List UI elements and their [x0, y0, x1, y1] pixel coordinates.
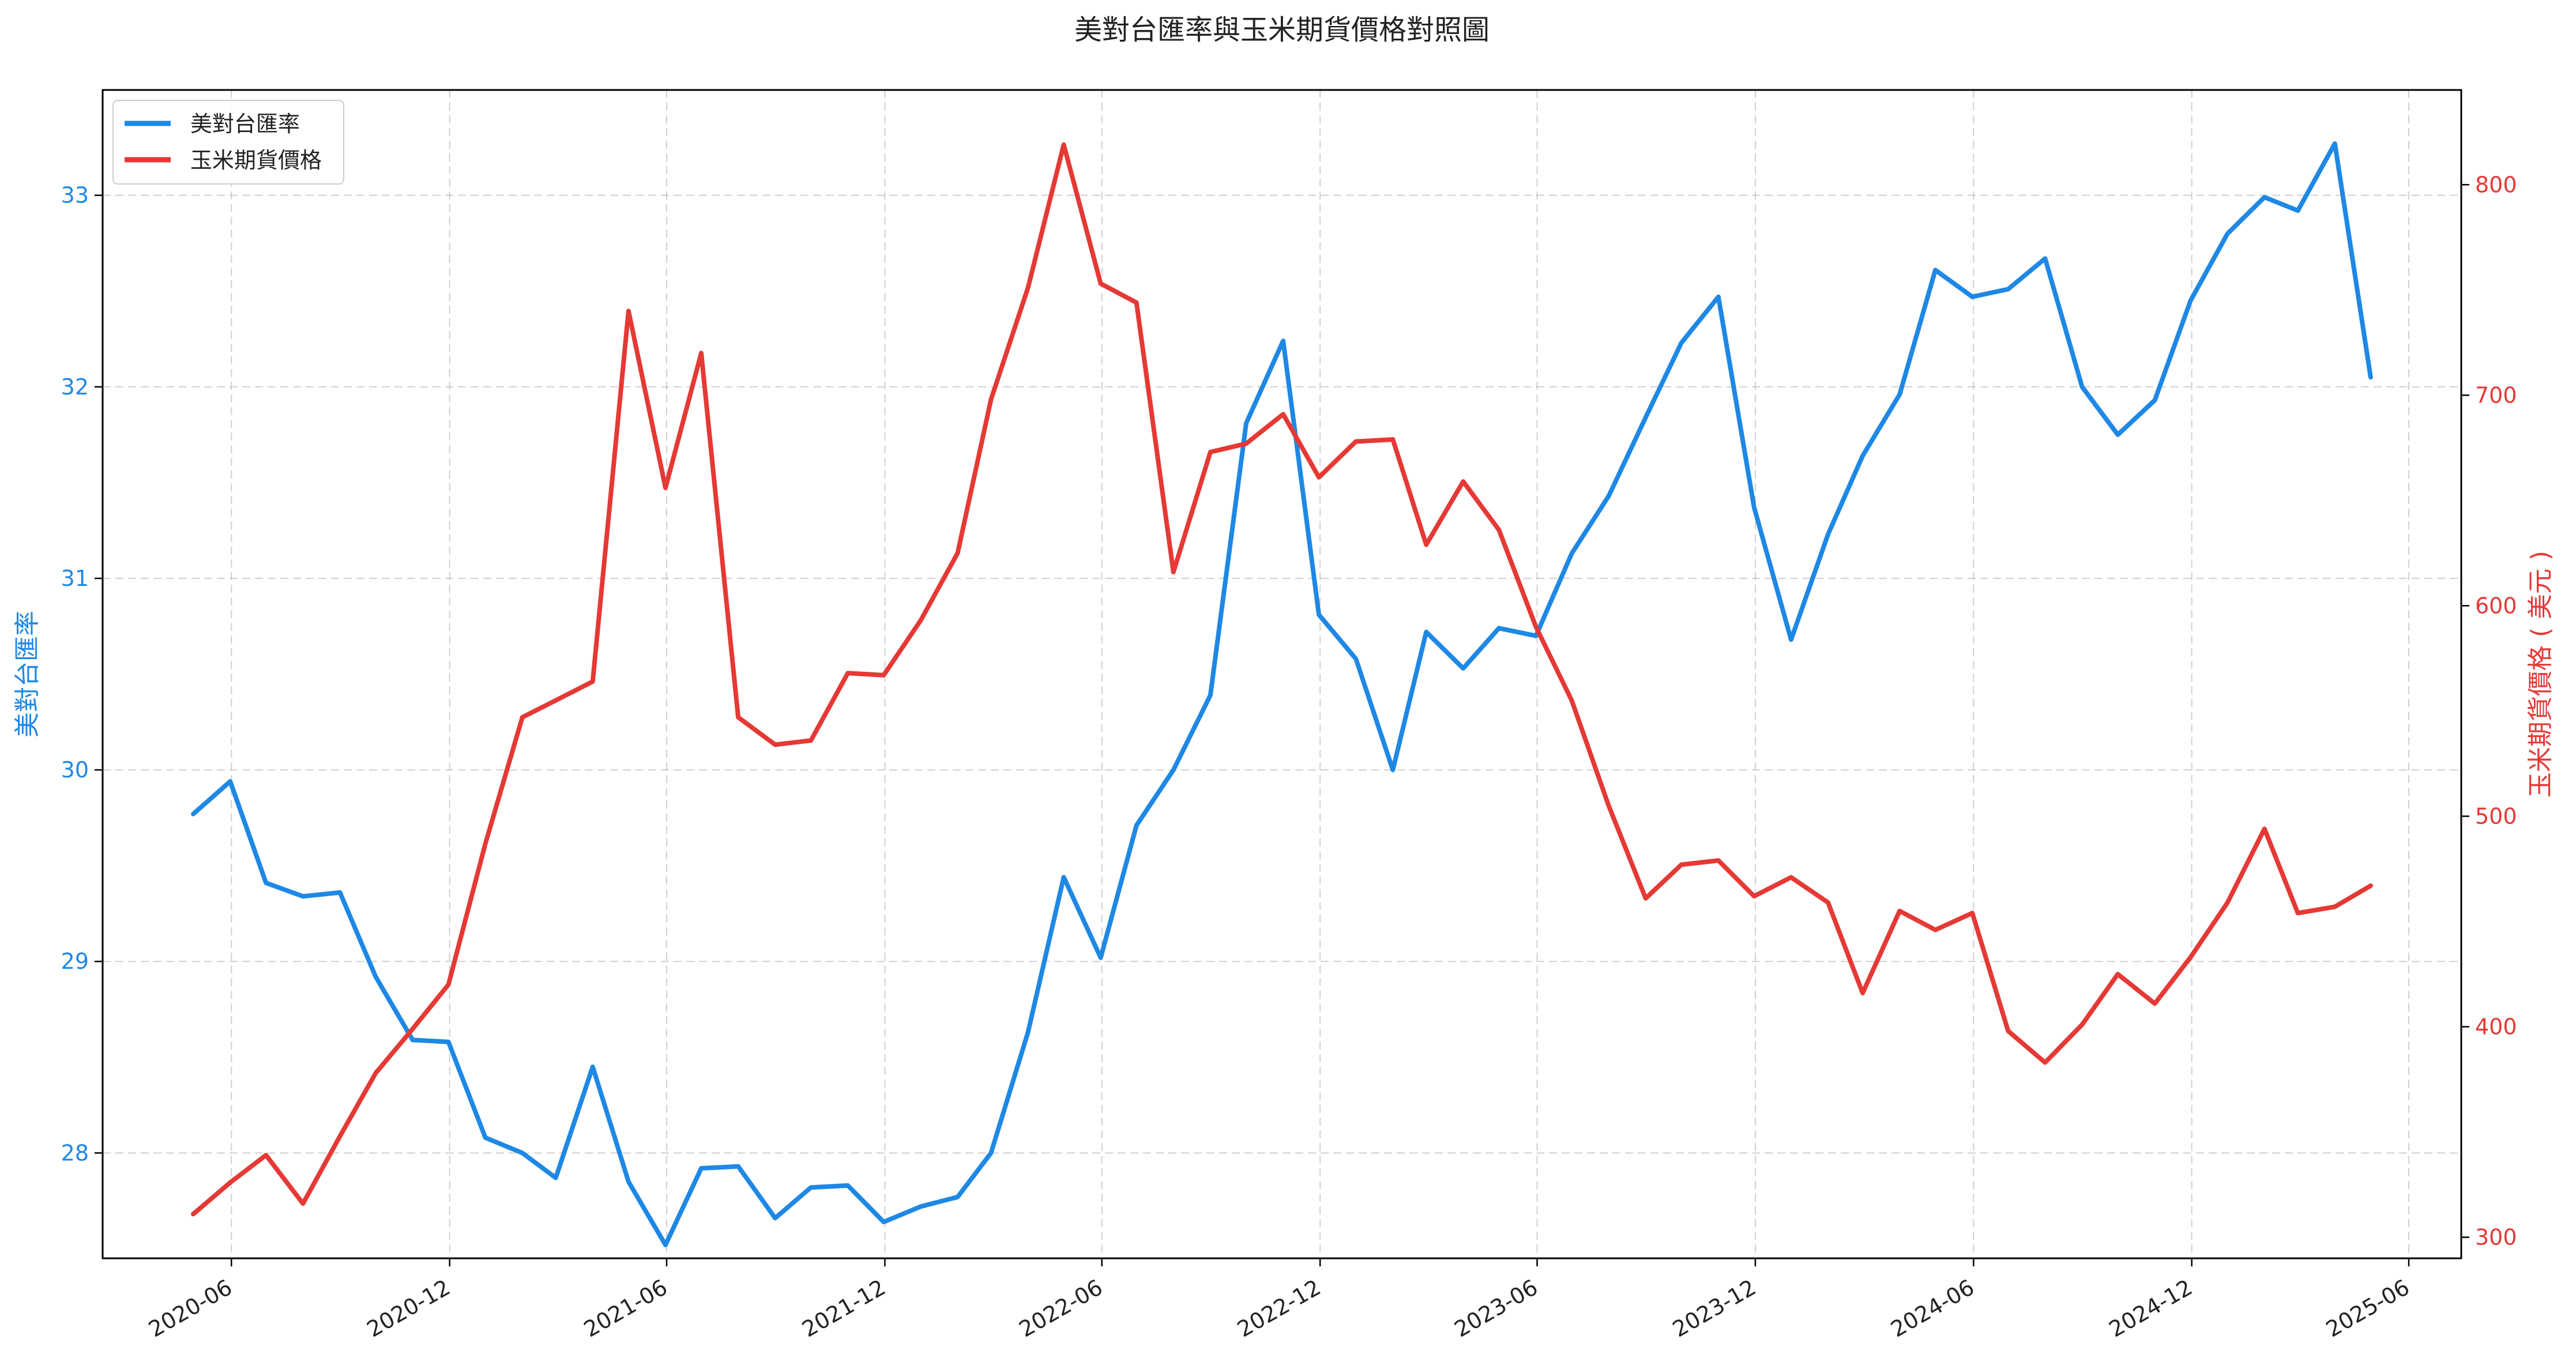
left-tick-label: 32 — [61, 374, 89, 400]
left-axis-label: 美對台匯率 — [13, 611, 42, 738]
right-tick-label: 500 — [2475, 803, 2517, 829]
series-line-corn-futures — [191, 142, 2373, 1217]
right-tick-label: 600 — [2475, 593, 2517, 618]
chart-title: 美對台匯率與玉米期貨價格對照圖 — [1074, 14, 1490, 46]
left-tick-label: 33 — [61, 183, 89, 208]
right-tick-label: 700 — [2475, 382, 2517, 408]
left-tick-label: 29 — [61, 949, 89, 974]
right-tick-label: 800 — [2475, 172, 2517, 197]
right-y-axis: 300 400 500 600 700 800 — [2461, 172, 2517, 1250]
series-lines — [191, 141, 2373, 1247]
right-axis-label: 玉米期貨價格 ( 美元 ) — [2526, 551, 2555, 798]
left-tick-label: 30 — [61, 757, 89, 783]
legend-label-usd-twd: 美對台匯率 — [190, 111, 300, 137]
left-tick-label: 28 — [61, 1140, 89, 1165]
left-y-axis: 28 29 30 31 32 33 — [61, 183, 103, 1165]
right-tick-label: 400 — [2475, 1014, 2517, 1039]
legend: 美對台匯率 玉米期貨價格 — [112, 100, 344, 185]
plot-frame — [101, 89, 2462, 1259]
right-tick-label: 300 — [2475, 1224, 2517, 1250]
legend-label-corn-futures: 玉米期貨價格 — [190, 148, 322, 173]
series-line-usd-twd — [191, 141, 2373, 1247]
left-tick-label: 31 — [61, 566, 89, 591]
